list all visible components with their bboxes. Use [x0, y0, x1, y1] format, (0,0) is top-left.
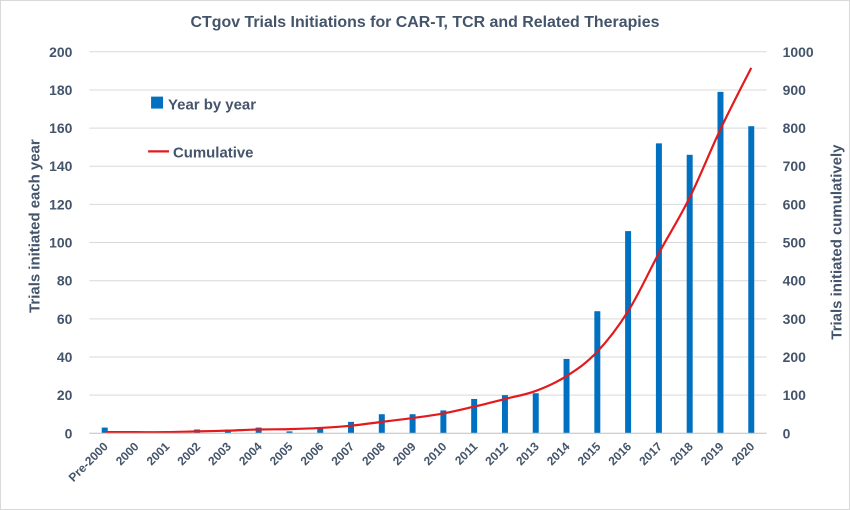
y-tick-label: 60	[57, 311, 73, 327]
y-axis-label: Trials initiated each year	[27, 139, 44, 313]
y-tick-label: 40	[57, 349, 73, 365]
bar-series	[101, 91, 755, 434]
y2-axis-label: Trials initiated cumulatively	[828, 144, 845, 340]
y2-tick-label: 600	[783, 196, 807, 212]
x-tick-label: 2007	[328, 439, 357, 468]
x-tick-label: 2004	[236, 439, 265, 468]
x-tick-label: 2009	[390, 439, 419, 468]
y-tick-label: 140	[49, 158, 73, 174]
x-tick-label: 2010	[421, 439, 450, 468]
bar	[625, 231, 632, 434]
x-tick-label: 2002	[175, 439, 204, 468]
y2-tick-label: 400	[783, 273, 807, 289]
bar	[317, 427, 324, 434]
bar	[286, 431, 293, 434]
y-tick-label: 160	[49, 120, 73, 136]
bar	[686, 154, 693, 434]
x-tick-label: 2001	[144, 439, 173, 468]
gridlines	[89, 51, 767, 396]
x-tick-label: 2012	[482, 439, 511, 468]
y-tick-label: 0	[65, 425, 73, 441]
legend-bar-swatch	[151, 96, 164, 109]
bar	[655, 143, 662, 434]
bar	[748, 126, 755, 434]
x-tick-label: 2011	[452, 439, 480, 467]
y2-tick-label: 1000	[783, 44, 814, 60]
left-axis-ticks: 0 20 40 60 80 100 120 140 160 180 200	[49, 44, 73, 441]
y-tick-label: 80	[57, 273, 73, 289]
bar	[471, 398, 478, 434]
cumulative-line	[104, 67, 753, 434]
y-tick-label: 180	[49, 82, 73, 98]
bar	[378, 414, 385, 434]
legend: Year by year Cumulative	[148, 96, 256, 161]
x-tick-label: 2020	[729, 439, 758, 468]
bar	[348, 421, 355, 434]
x-tick-label: 2003	[205, 439, 234, 468]
x-tick-label: 2006	[298, 439, 327, 468]
x-tick-label: 2015	[575, 439, 604, 468]
x-tick-label: 2000	[113, 439, 142, 468]
x-tick-label: Pre-2000	[66, 439, 111, 484]
y2-tick-label: 200	[783, 349, 807, 365]
y2-tick-label: 300	[783, 311, 807, 327]
y-tick-label: 200	[49, 44, 73, 60]
y2-tick-label: 100	[783, 387, 807, 403]
x-tick-label: 2014	[544, 439, 573, 468]
bar	[440, 410, 447, 434]
bar	[563, 358, 570, 434]
y-tick-label: 120	[49, 196, 73, 212]
x-tick-label: 2017	[636, 439, 665, 468]
bar	[409, 414, 416, 434]
y-tick-label: 100	[49, 235, 73, 251]
bar	[594, 311, 601, 434]
bar	[101, 427, 108, 434]
bar	[501, 395, 508, 434]
legend-line-label: Cumulative	[173, 144, 254, 161]
y2-tick-label: 500	[783, 235, 807, 251]
bar	[717, 91, 724, 434]
y2-tick-label: 900	[783, 82, 807, 98]
x-tick-label: 2005	[267, 439, 296, 468]
right-axis-ticks: 0 100 200 300 400 500 600 700 800 900 1000	[783, 44, 814, 441]
bar	[532, 393, 539, 434]
x-tick-label: 2013	[513, 439, 542, 468]
x-tick-label: 2008	[359, 439, 388, 468]
y2-tick-label: 700	[783, 158, 807, 174]
x-tick-label: 2018	[667, 439, 696, 468]
chart-title: CTgov Trials Initiations for CAR-T, TCR …	[191, 14, 660, 31]
y2-tick-label: 800	[783, 120, 807, 136]
x-tick-label: 2016	[606, 439, 635, 468]
legend-bar-label: Year by year	[168, 97, 256, 114]
x-axis-ticks: Pre-2000 2000 2001 2002 2003 2004 2005 2006 2007…	[66, 439, 758, 484]
x-tick-label: 2019	[698, 439, 727, 468]
y2-tick-label: 0	[783, 425, 791, 441]
y-tick-label: 20	[57, 387, 73, 403]
